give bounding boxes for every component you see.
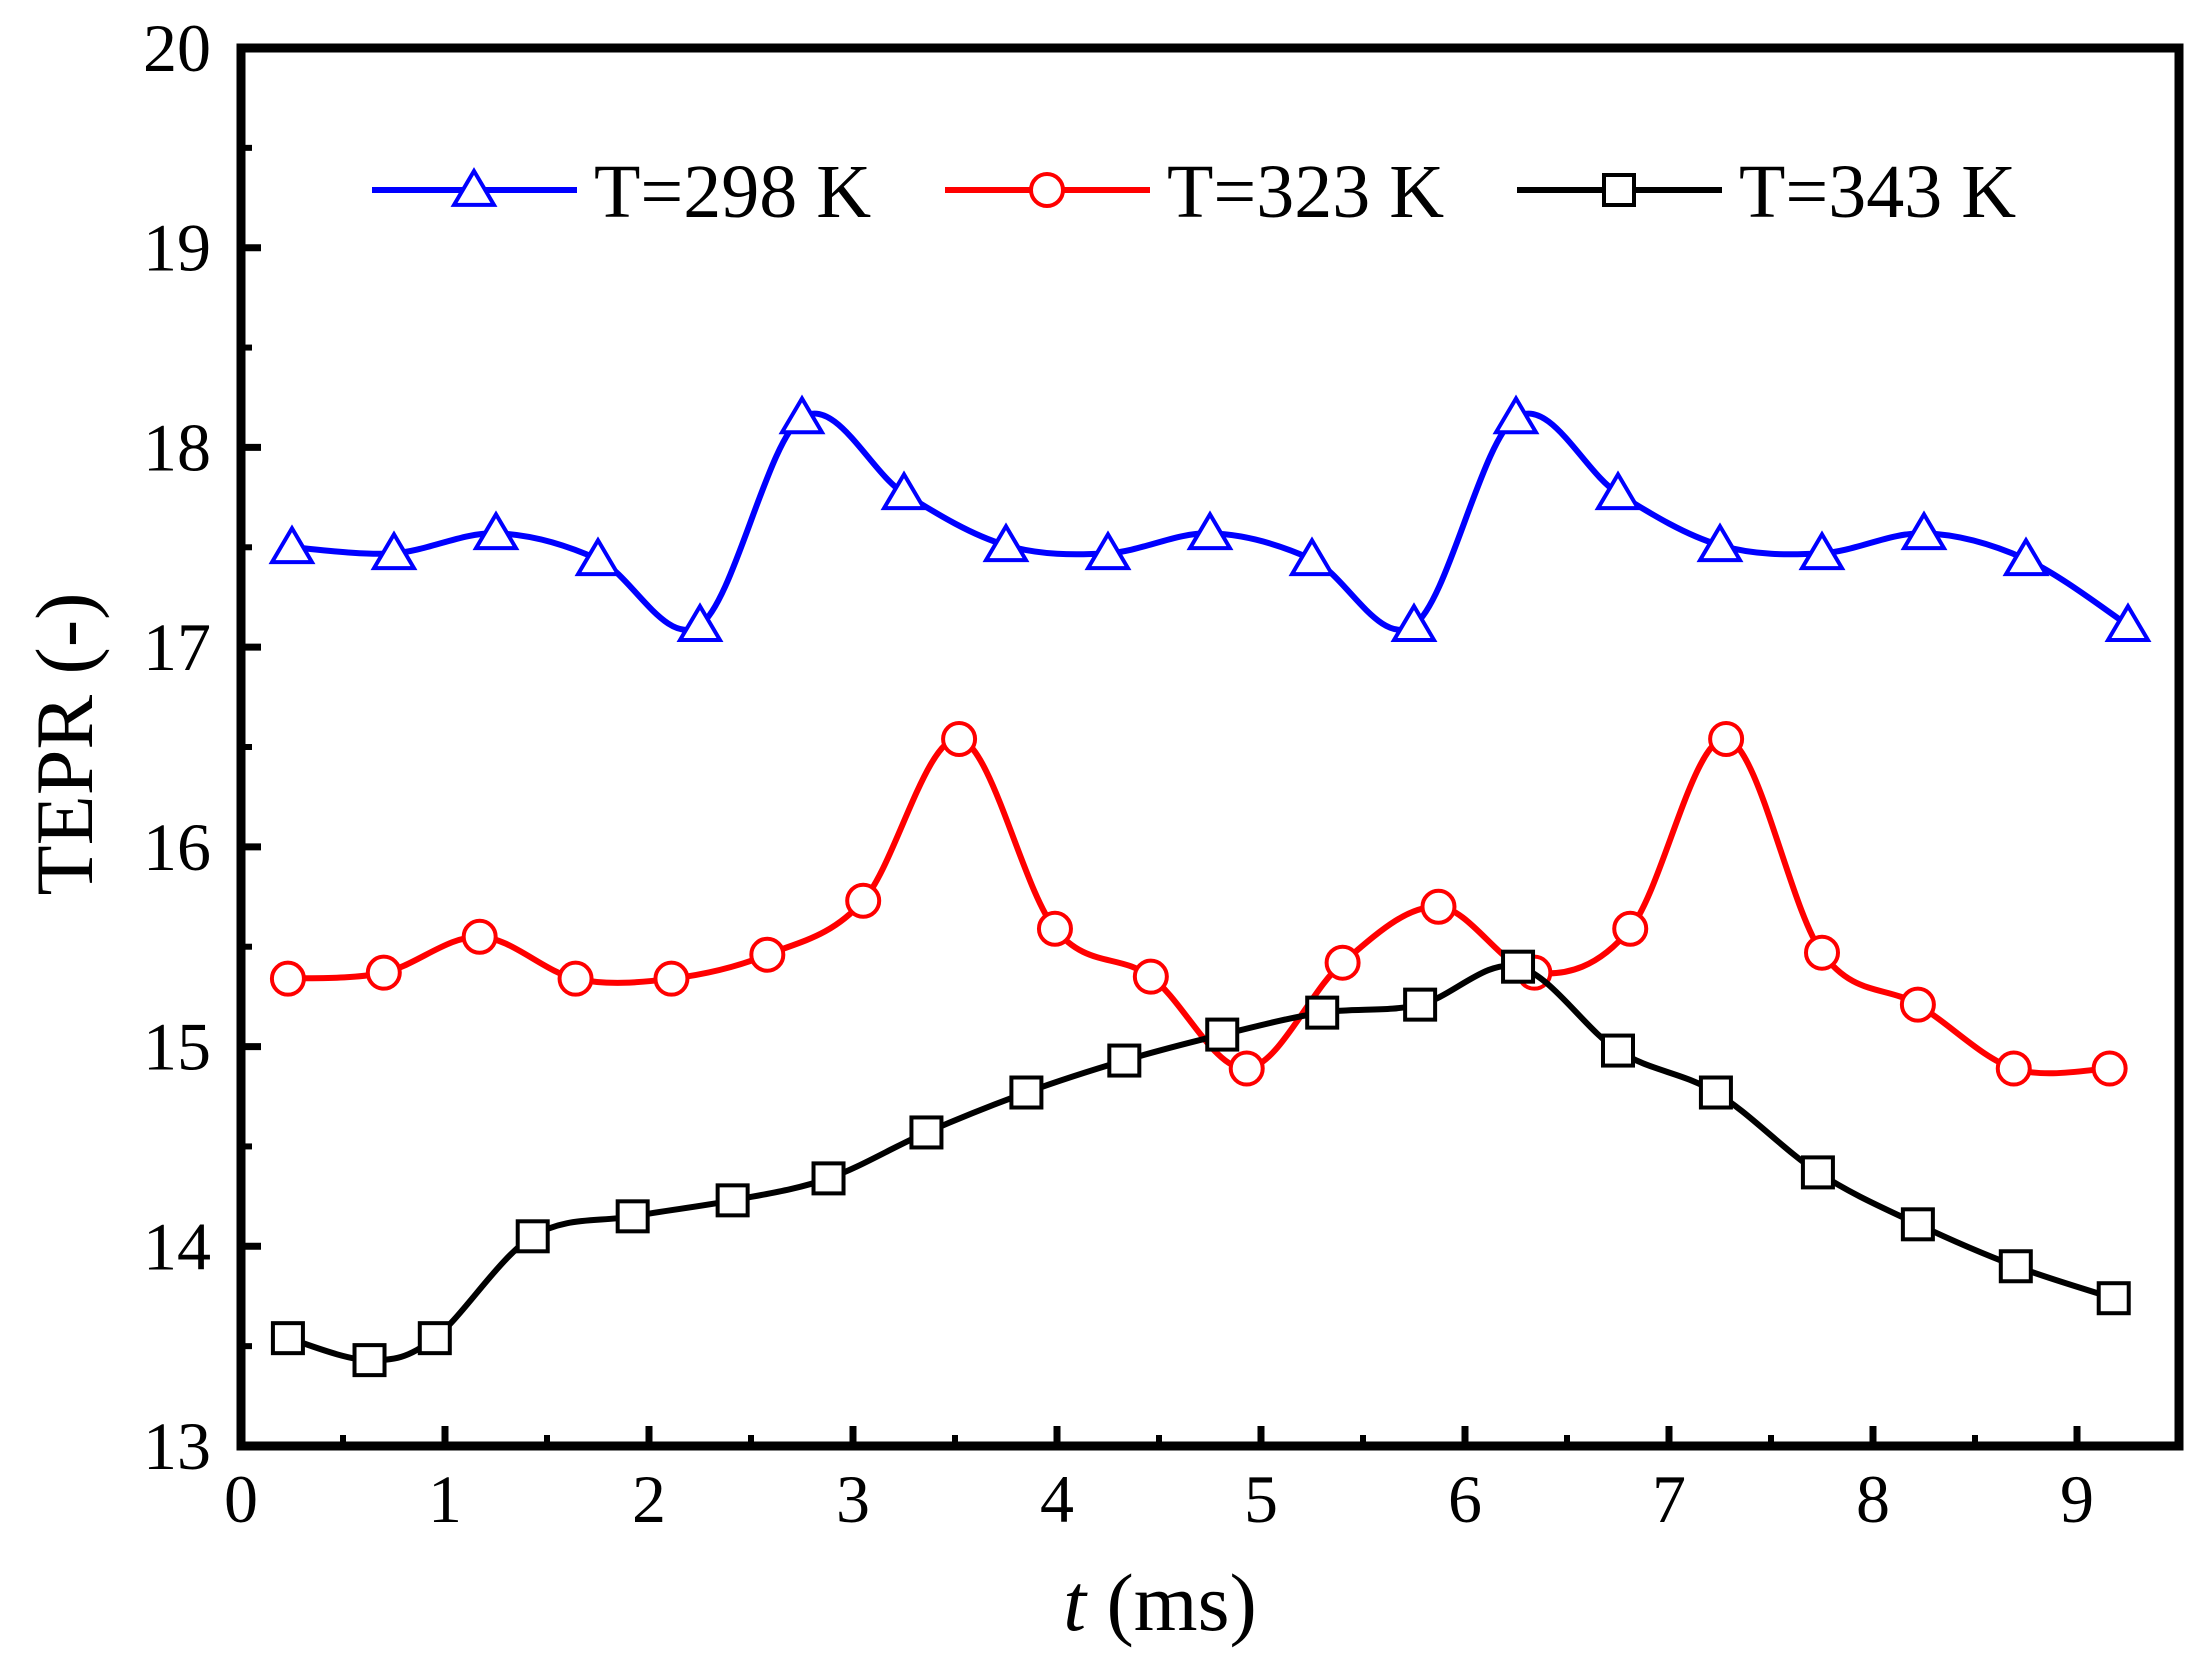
square-marker xyxy=(1107,1043,1142,1078)
circle-marker xyxy=(1324,944,1361,981)
square-marker xyxy=(270,1321,305,1356)
series-layer xyxy=(268,394,2152,1378)
x-axis-title-rest: (ms) xyxy=(1086,1557,1257,1648)
triangle-marker xyxy=(1900,510,1948,551)
square-marker xyxy=(1205,1017,1240,1052)
square-marker xyxy=(1800,1155,1835,1190)
circle-marker xyxy=(845,882,882,919)
series-circle xyxy=(269,721,2128,1087)
series-line xyxy=(287,962,2115,1364)
triangle-marker xyxy=(2104,602,2152,642)
y-axis-title: TEPR (-) xyxy=(19,593,110,896)
circle-marker xyxy=(1036,910,1073,947)
square-marker xyxy=(1305,995,1340,1030)
legend-label: T=323 K xyxy=(1167,150,1444,234)
circle-marker xyxy=(1708,721,1745,758)
square-marker xyxy=(715,1183,750,1218)
legend-square-marker xyxy=(1602,173,1636,207)
series-triangle xyxy=(268,394,2152,642)
circle-marker xyxy=(941,721,978,758)
x-tick-label: 8 xyxy=(1856,1461,1890,1537)
x-tick-label: 2 xyxy=(632,1461,666,1537)
square-marker xyxy=(1698,1075,1733,1110)
square-marker xyxy=(615,1199,650,1234)
y-tick-label: 19 xyxy=(143,210,211,286)
circle-marker xyxy=(2091,1050,2128,1087)
triangle-marker xyxy=(778,394,826,435)
triangle-marker xyxy=(1084,530,1132,571)
square-marker xyxy=(2096,1281,2131,1316)
triangle-marker xyxy=(1390,602,1438,642)
circle-marker xyxy=(365,954,402,991)
x-tick-label: 5 xyxy=(1244,1461,1278,1537)
circle-marker xyxy=(1995,1050,2032,1087)
y-tick-label: 16 xyxy=(143,809,211,885)
circle-marker xyxy=(1420,888,1457,925)
square-marker xyxy=(909,1115,944,1150)
square-marker xyxy=(811,1161,846,1196)
triangle-marker xyxy=(1594,470,1642,511)
x-tick-label: 9 xyxy=(2060,1461,2094,1537)
square-marker xyxy=(1900,1207,1935,1242)
y-tick-label: 18 xyxy=(143,409,211,485)
square-marker xyxy=(1403,987,1438,1022)
square-marker xyxy=(352,1343,387,1378)
triangle-marker xyxy=(1798,530,1846,571)
circle-marker xyxy=(1899,986,1936,1023)
circle-marker xyxy=(461,918,498,955)
y-tick-label: 14 xyxy=(143,1208,211,1284)
x-tick-label: 3 xyxy=(836,1461,870,1537)
legend-circle-marker xyxy=(1029,172,1065,208)
triangle-marker xyxy=(370,530,418,571)
square-marker xyxy=(1998,1249,2033,1284)
circle-marker xyxy=(653,960,690,997)
series-line xyxy=(287,736,2110,1077)
circle-marker xyxy=(269,960,306,997)
x-tick-label: 1 xyxy=(428,1461,462,1537)
triangle-marker xyxy=(2002,536,2050,577)
plot-frame xyxy=(236,43,2184,1451)
triangle-marker xyxy=(676,602,724,642)
square-marker xyxy=(1501,949,1536,984)
y-tick-label: 13 xyxy=(143,1408,211,1484)
circle-marker xyxy=(749,936,786,973)
square-marker xyxy=(515,1219,550,1254)
circle-marker xyxy=(557,960,594,997)
circle-marker xyxy=(1132,958,1169,995)
y-tick-label: 17 xyxy=(143,609,211,685)
legend: T=298 K T=323 K T=343 K xyxy=(372,150,2016,234)
tick-labels: 0 1 2 3 4 5 6 7 8 9 13 14 15 16 17 18 19 20 xyxy=(143,10,2094,1537)
triangle-marker xyxy=(1186,510,1234,551)
circle-marker xyxy=(1804,934,1840,971)
x-axis-title-italic: t xyxy=(1063,1557,1088,1648)
triangle-marker xyxy=(472,510,520,551)
square-marker xyxy=(1601,1033,1635,1068)
x-axis-title: t (ms) xyxy=(1063,1557,1257,1648)
triangle-marker xyxy=(1492,394,1540,435)
series-square xyxy=(270,949,2131,1378)
square-marker xyxy=(417,1321,452,1356)
x-tick-label: 6 xyxy=(1448,1461,1482,1537)
triangle-marker xyxy=(1288,536,1336,577)
square-marker xyxy=(1009,1075,1044,1110)
triangle-marker xyxy=(574,536,622,577)
x-tick-label: 7 xyxy=(1652,1461,1686,1537)
legend-label: T=298 K xyxy=(594,150,871,234)
triangle-marker xyxy=(268,524,316,565)
triangle-marker xyxy=(880,470,928,511)
legend-triangle-marker xyxy=(450,167,498,207)
y-tick-label: 15 xyxy=(143,1009,211,1085)
legend-label: T=343 K xyxy=(1739,150,2016,234)
triangle-marker xyxy=(982,522,1030,563)
circle-marker xyxy=(1228,1050,1265,1087)
y-tick-label: 20 xyxy=(143,10,211,86)
x-tick-label: 4 xyxy=(1040,1461,1074,1537)
triangle-marker xyxy=(1696,522,1744,563)
x-tick-label: 0 xyxy=(224,1461,258,1537)
circle-marker xyxy=(1612,910,1649,947)
